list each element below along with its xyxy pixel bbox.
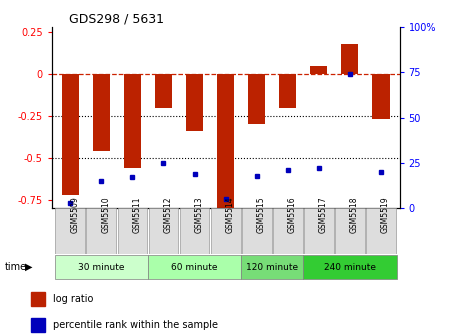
Bar <box>31 318 45 332</box>
Text: GSM5516: GSM5516 <box>288 197 297 234</box>
FancyBboxPatch shape <box>149 208 178 254</box>
Text: GSM5510: GSM5510 <box>101 197 110 234</box>
FancyBboxPatch shape <box>55 208 85 254</box>
Text: GSM5518: GSM5518 <box>350 197 359 234</box>
Bar <box>186 74 203 131</box>
Text: 30 minute: 30 minute <box>78 263 124 271</box>
Text: GDS298 / 5631: GDS298 / 5631 <box>69 13 164 26</box>
Bar <box>124 74 141 168</box>
Bar <box>62 74 79 195</box>
Text: GSM5509: GSM5509 <box>70 197 79 234</box>
Text: percentile rank within the sample: percentile rank within the sample <box>53 320 218 330</box>
Text: GSM5513: GSM5513 <box>194 197 203 234</box>
Bar <box>155 74 172 108</box>
FancyBboxPatch shape <box>273 208 303 254</box>
Text: GSM5514: GSM5514 <box>226 197 235 234</box>
FancyBboxPatch shape <box>211 208 241 254</box>
Bar <box>341 44 358 74</box>
Text: GSM5515: GSM5515 <box>257 197 266 234</box>
FancyBboxPatch shape <box>242 208 272 254</box>
Text: GSM5511: GSM5511 <box>132 197 141 234</box>
FancyBboxPatch shape <box>304 208 334 254</box>
Text: time: time <box>4 262 26 272</box>
FancyBboxPatch shape <box>241 255 303 279</box>
Bar <box>372 74 390 119</box>
Bar <box>31 292 45 306</box>
Text: 120 minute: 120 minute <box>246 263 298 271</box>
Text: 60 minute: 60 minute <box>172 263 218 271</box>
FancyBboxPatch shape <box>335 208 365 254</box>
Bar <box>93 74 110 151</box>
FancyBboxPatch shape <box>55 255 148 279</box>
FancyBboxPatch shape <box>148 255 241 279</box>
Bar <box>310 66 327 74</box>
Text: log ratio: log ratio <box>53 294 93 304</box>
FancyBboxPatch shape <box>180 208 210 254</box>
Text: GSM5519: GSM5519 <box>381 197 390 234</box>
FancyBboxPatch shape <box>303 255 396 279</box>
FancyBboxPatch shape <box>118 208 147 254</box>
Text: GSM5512: GSM5512 <box>163 197 172 234</box>
Bar <box>279 74 296 108</box>
Bar <box>217 74 234 208</box>
Text: GSM5517: GSM5517 <box>319 197 328 234</box>
Text: ▶: ▶ <box>26 262 33 272</box>
FancyBboxPatch shape <box>86 208 116 254</box>
FancyBboxPatch shape <box>366 208 396 254</box>
Text: 240 minute: 240 minute <box>324 263 376 271</box>
Bar <box>248 74 265 124</box>
